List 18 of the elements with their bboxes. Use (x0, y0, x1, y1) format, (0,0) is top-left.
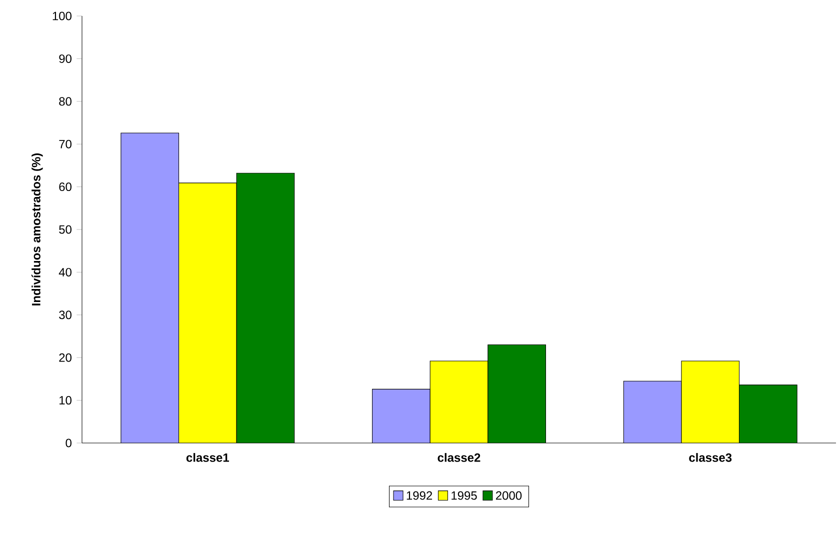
legend-label: 1995 (452, 491, 477, 500)
y-tick-label: 60 (59, 182, 72, 192)
x-tick-label: classe2 (438, 453, 480, 462)
y-tick-label: 50 (59, 225, 72, 234)
y-tick-label: 90 (59, 54, 72, 63)
y-tick-label: 80 (59, 97, 72, 106)
y-tick-label: 10 (60, 396, 72, 405)
x-tick-label: classe3 (689, 453, 732, 462)
x-tick-label: classe1 (186, 453, 230, 462)
legend-label: 2000 (496, 491, 522, 500)
y-tick-label: 100 (52, 12, 72, 20)
y-tick-label: 70 (59, 140, 72, 148)
legend-label: 1992 (406, 491, 432, 500)
y-tick-label: 20 (59, 353, 72, 362)
y-tick-label: 0 (66, 438, 72, 448)
y-axis-title: Indivíduos amostrados (%) (31, 153, 43, 306)
y-tick-label: 30 (59, 310, 72, 320)
y-tick-label: 40 (58, 268, 72, 276)
